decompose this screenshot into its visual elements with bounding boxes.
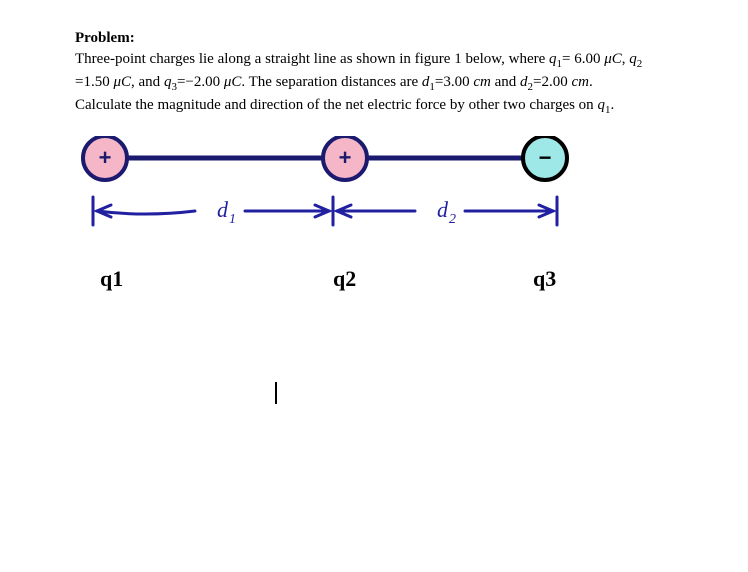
charge-label: q3	[533, 266, 556, 292]
text: .	[610, 97, 614, 113]
cm: cm	[473, 74, 491, 90]
diagram: ++−d1d2 q1q2q3	[75, 136, 635, 316]
problem-text: Three-point charges lie along a straight…	[75, 49, 673, 118]
text: .	[589, 74, 593, 90]
text: =2.00	[533, 74, 571, 90]
svg-text:1: 1	[229, 212, 236, 227]
charge-label: q2	[333, 266, 356, 292]
text: and	[491, 74, 520, 90]
text: Three-point charges lie along a straight…	[75, 51, 549, 67]
sym-q1: q	[549, 51, 557, 67]
text: = 6.00	[562, 51, 604, 67]
unit: μC	[604, 51, 622, 67]
sym-q2: q	[629, 51, 637, 67]
sub-q2: 2	[637, 58, 643, 70]
svg-text:2: 2	[449, 212, 456, 227]
sym-d2: d	[520, 74, 528, 90]
text: =−2.00	[177, 74, 224, 90]
text: =1.50	[75, 74, 113, 90]
sym-q1e: q	[597, 97, 605, 113]
text: . The separation distances are	[241, 74, 421, 90]
svg-text:+: +	[99, 145, 112, 170]
svg-text:−: −	[539, 145, 552, 170]
svg-text:d: d	[217, 197, 229, 222]
charge-label: q1	[100, 266, 123, 292]
problem-label: Problem:	[75, 30, 673, 47]
text: =3.00	[435, 74, 473, 90]
cm: cm	[572, 74, 590, 90]
unit: μC	[224, 74, 242, 90]
svg-text:+: +	[339, 145, 352, 170]
text: Calculate the magnitude and direction of…	[75, 97, 597, 113]
svg-text:d: d	[437, 197, 449, 222]
text: , and	[131, 74, 164, 90]
unit: μC	[113, 74, 131, 90]
text-cursor	[275, 382, 277, 404]
